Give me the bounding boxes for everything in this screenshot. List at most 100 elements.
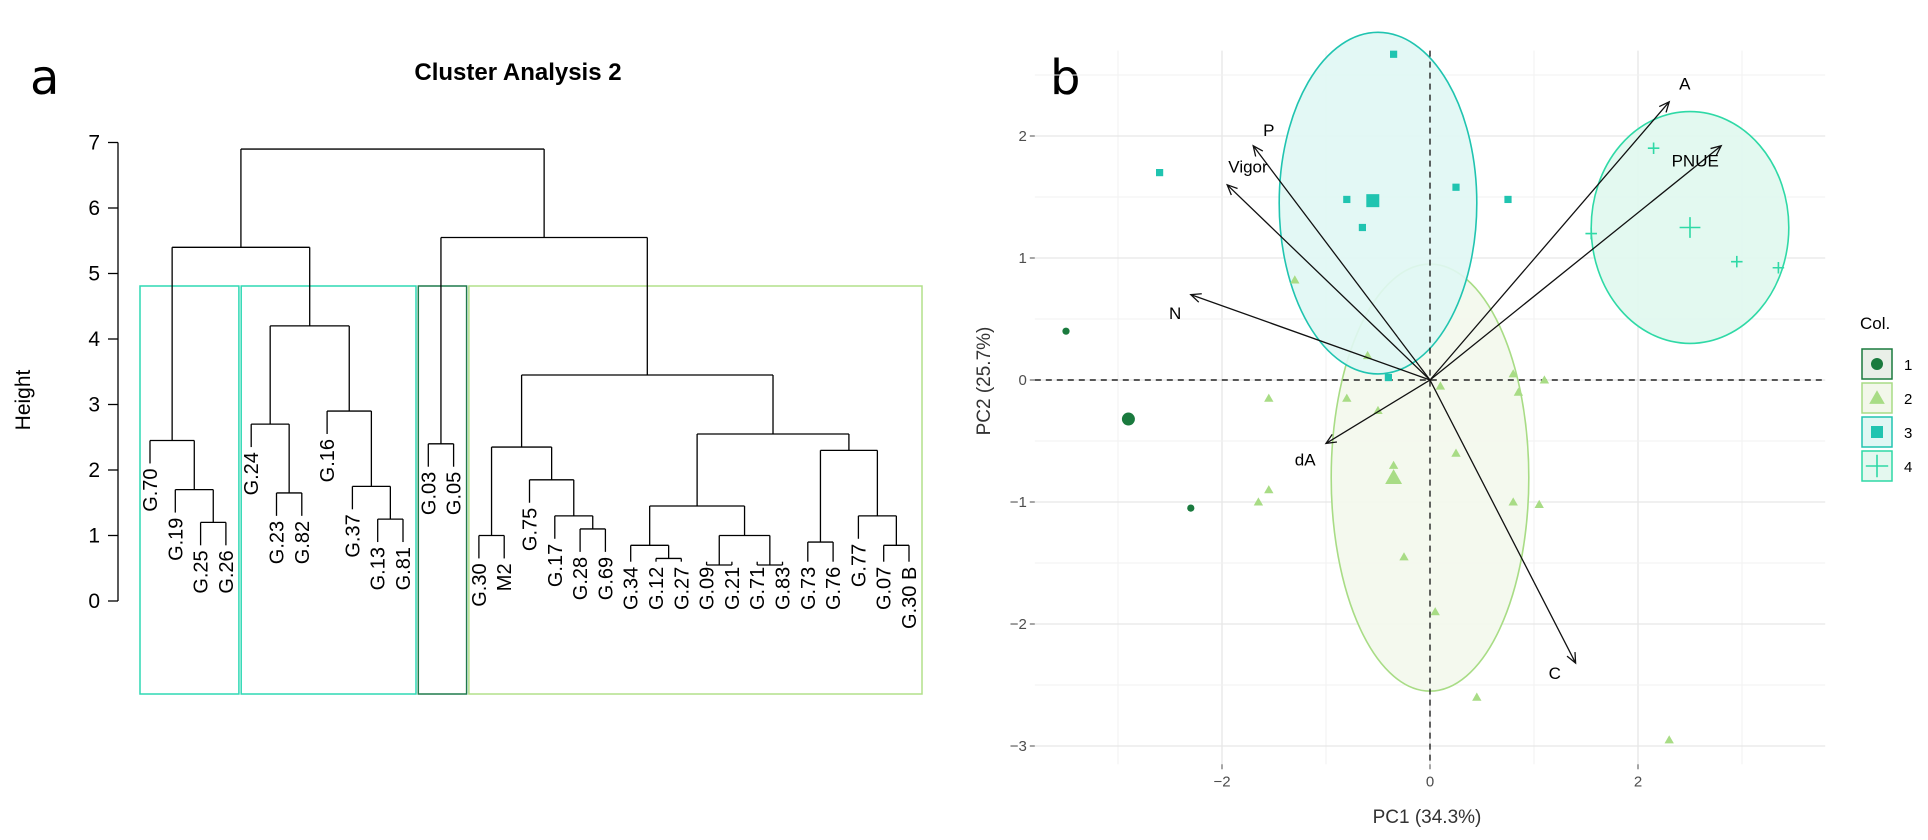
leaf-label: G.07 xyxy=(874,567,896,610)
leaf-label: G.23 xyxy=(267,521,289,564)
leaf-label: G.09 xyxy=(697,567,719,610)
point-group-3 xyxy=(1390,50,1398,58)
point-group-4 xyxy=(1772,262,1785,274)
leaf-label: G.16 xyxy=(317,439,339,482)
leaf-label: G.83 xyxy=(773,567,795,610)
leaf-label: G.12 xyxy=(646,567,668,610)
legend-marker-2 xyxy=(1869,390,1885,404)
panel-b-letter: b xyxy=(1050,50,1080,106)
legend-label-3: 3 xyxy=(1904,425,1912,442)
leaf-label: G.37 xyxy=(342,514,364,557)
y-tick-label: 4 xyxy=(88,328,100,351)
point-group-2 xyxy=(1435,381,1446,390)
point-group-3 xyxy=(1452,183,1460,191)
point-group-2 xyxy=(1342,393,1352,402)
leaf-label: G.30 xyxy=(469,563,491,606)
vector-pnue xyxy=(1429,145,1722,381)
pca-legend: Col. 1 2 3 4 xyxy=(1860,314,1912,482)
point-group-2 xyxy=(1451,448,1461,457)
y-tick-label: 0 xyxy=(88,590,100,613)
leaf-label: G.70 xyxy=(140,468,162,511)
legend-marker-4 xyxy=(1865,454,1889,478)
pca-y-tick: −1 xyxy=(1010,494,1027,511)
pca-points xyxy=(1062,50,1785,744)
dendrogram-y-label: Height xyxy=(12,369,35,430)
leaf-label: M2 xyxy=(494,563,516,591)
point-group-3 xyxy=(1384,373,1392,382)
pca-x-tick: 0 xyxy=(1426,773,1434,790)
vector-vigor xyxy=(1226,184,1431,381)
point-group-1 xyxy=(1187,504,1195,512)
point-group-1 xyxy=(1062,327,1070,335)
y-tick-label: 6 xyxy=(88,197,100,220)
point-group-2 xyxy=(1264,393,1274,402)
cluster-box-1 xyxy=(139,285,240,695)
point-group-3 xyxy=(1343,195,1351,204)
point-group-2 xyxy=(1290,275,1300,284)
point-group-4 xyxy=(1731,255,1743,268)
arrowhead-da xyxy=(1324,434,1337,445)
leaf-label: G.34 xyxy=(621,567,643,610)
pca-x-tick: −2 xyxy=(1213,773,1230,790)
y-tick-label: 5 xyxy=(88,263,100,286)
point-group-3 xyxy=(1504,195,1512,204)
leaf-label: G.73 xyxy=(798,567,820,610)
leaf-label: G.71 xyxy=(747,567,769,610)
vector-a xyxy=(1429,101,1670,381)
point-group-2 xyxy=(1430,607,1440,616)
legend-label-4: 4 xyxy=(1904,459,1912,476)
pca-ticks: −2 0 2 −3 −2 −1 0 1 2 xyxy=(1010,128,1642,790)
leaf-label: G.24 xyxy=(241,452,263,495)
point-group-2 xyxy=(1664,735,1674,744)
vector-label-pnue: PNUE xyxy=(1672,152,1719,171)
leaf-label: G.82 xyxy=(292,521,314,564)
point-group-4 xyxy=(1647,142,1660,154)
point-group-2 xyxy=(1373,405,1383,415)
vector-da xyxy=(1325,379,1431,444)
pca-y-tick: 0 xyxy=(1018,372,1026,389)
vector-label-n: N xyxy=(1169,304,1181,323)
legend-title: Col. xyxy=(1860,314,1890,333)
centroid-group-4 xyxy=(1679,217,1701,238)
leaf-label: G.03 xyxy=(418,472,440,515)
dendrogram-leaves: G.70G.19G.25 G.26 G.24 G.23 G.82 G.16 G.37G.13… xyxy=(140,439,921,629)
vector-p xyxy=(1252,145,1431,381)
vector-label-c: C xyxy=(1549,664,1561,683)
arrowhead-vigor xyxy=(1226,183,1238,196)
point-group-2 xyxy=(1534,499,1544,508)
pca-zero-lines xyxy=(1034,50,1826,765)
centroid-group-2 xyxy=(1385,469,1403,484)
dendrogram-title: Cluster Analysis 2 xyxy=(414,59,621,86)
vector-label-vigor: Vigor xyxy=(1228,158,1268,177)
centroid-group-3 xyxy=(1366,194,1380,208)
point-group-2 xyxy=(1508,369,1518,378)
vector-c xyxy=(1429,379,1577,664)
pca-y-label: PC2 (25.7%) xyxy=(974,327,995,436)
y-tick-label: 2 xyxy=(88,459,100,482)
dendrogram-y-axis: 0 1 2 3 4 5 6 7 xyxy=(88,132,119,613)
pca-x-label: PC1 (34.3%) xyxy=(1373,807,1482,828)
arrowhead-a xyxy=(1658,100,1671,113)
pca-y-tick: 2 xyxy=(1018,128,1026,145)
legend-label-2: 2 xyxy=(1904,391,1912,408)
leaf-label: G.69 xyxy=(595,557,617,600)
point-group-3 xyxy=(1358,223,1366,232)
leaf-label: G.30 B xyxy=(899,567,921,629)
point-group-2 xyxy=(1539,375,1550,384)
pca-y-tick: −2 xyxy=(1010,616,1027,633)
leaf-label: G.05 xyxy=(444,472,466,515)
vector-label-da: dA xyxy=(1295,450,1316,469)
panel-a-letter: a xyxy=(30,50,59,106)
legend-marker-3 xyxy=(1871,426,1883,438)
y-tick-label: 3 xyxy=(88,394,100,417)
centroid-group-1 xyxy=(1121,412,1135,426)
leaf-label: G.75 xyxy=(520,508,542,551)
vector-n xyxy=(1190,293,1431,381)
arrowhead-c xyxy=(1566,652,1577,665)
leaf-label: G.25 xyxy=(191,550,213,593)
pca-y-tick: 1 xyxy=(1018,250,1026,267)
arrowhead-n xyxy=(1189,293,1202,303)
vector-label-p: P xyxy=(1263,121,1274,140)
